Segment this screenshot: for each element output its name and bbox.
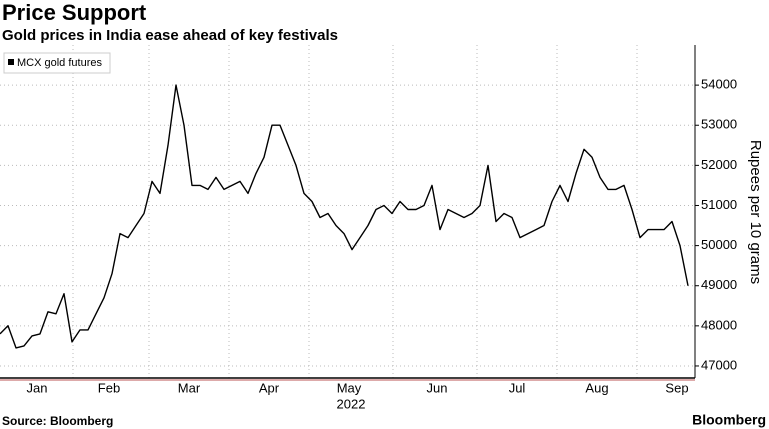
x-tick-label: Sep	[665, 380, 688, 395]
legend-box	[3, 52, 111, 74]
y-tick-label: 49000	[701, 277, 737, 292]
chart-title: Price Support	[2, 0, 147, 25]
y-tick-label: 50000	[701, 237, 737, 252]
y-tick-label: 48000	[701, 317, 737, 332]
x-tick-label: Jun	[427, 380, 448, 395]
y-tick-label: 52000	[701, 157, 737, 172]
source: Source: Bloomberg	[2, 414, 113, 428]
y-tick-label: 53000	[701, 117, 737, 132]
x-tick-label: Apr	[259, 380, 280, 395]
legend-swatch	[8, 59, 14, 65]
x-tick-label: Jul	[509, 380, 526, 395]
y-tick-label: 51000	[701, 197, 737, 212]
y-axis-label: Rupees per 10 grams	[747, 140, 764, 284]
x-tick-label: Feb	[98, 380, 120, 395]
y-tick-label: 47000	[701, 357, 737, 372]
y-tick-label: 54000	[701, 77, 737, 92]
x-tick-label: Jan	[27, 380, 48, 395]
brand: Bloomberg	[692, 412, 766, 428]
x-axis-label: 2022	[337, 396, 366, 411]
line	[0, 84, 689, 349]
x-tick-label: Mar	[178, 380, 201, 395]
x-tick-label: Aug	[585, 380, 608, 395]
legend-label: MCX gold futures	[17, 57, 102, 69]
x-tick-label: May	[337, 380, 362, 395]
chart-subtitle: Gold prices in India ease ahead of key f…	[2, 27, 338, 44]
